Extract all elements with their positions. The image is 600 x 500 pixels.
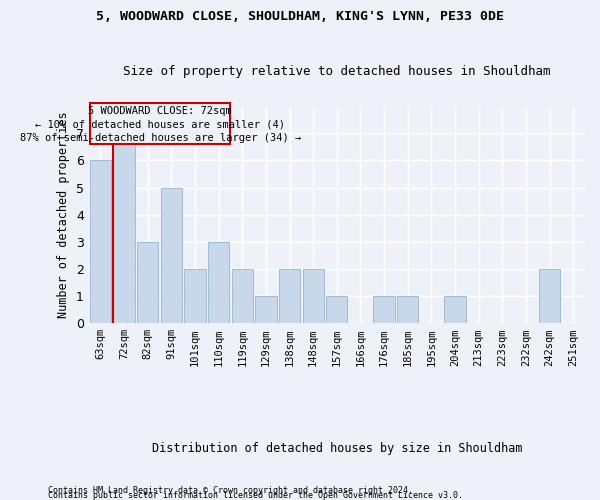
Y-axis label: Number of detached properties: Number of detached properties: [57, 112, 70, 318]
Bar: [373, 296, 395, 324]
Text: 5 WOODWARD CLOSE: 72sqm: 5 WOODWARD CLOSE: 72sqm: [88, 106, 232, 117]
Bar: [232, 269, 253, 324]
Bar: [279, 269, 300, 324]
X-axis label: Distribution of detached houses by size in Shouldham: Distribution of detached houses by size …: [152, 442, 522, 455]
Bar: [302, 269, 324, 324]
Bar: [90, 160, 111, 324]
Text: Contains public sector information licensed under the Open Government Licence v3: Contains public sector information licen…: [48, 491, 463, 500]
FancyBboxPatch shape: [90, 104, 230, 144]
Bar: [539, 269, 560, 324]
Bar: [255, 296, 277, 324]
Text: ← 10% of detached houses are smaller (4): ← 10% of detached houses are smaller (4): [35, 120, 285, 130]
Bar: [137, 242, 158, 324]
Bar: [208, 242, 229, 324]
Title: Size of property relative to detached houses in Shouldham: Size of property relative to detached ho…: [123, 66, 551, 78]
Text: 87% of semi-detached houses are larger (34) →: 87% of semi-detached houses are larger (…: [20, 132, 301, 142]
Bar: [397, 296, 418, 324]
Text: 5, WOODWARD CLOSE, SHOULDHAM, KING'S LYNN, PE33 0DE: 5, WOODWARD CLOSE, SHOULDHAM, KING'S LYN…: [96, 10, 504, 23]
Bar: [445, 296, 466, 324]
Text: Contains HM Land Registry data © Crown copyright and database right 2024.: Contains HM Land Registry data © Crown c…: [48, 486, 413, 495]
Bar: [326, 296, 347, 324]
Bar: [161, 188, 182, 324]
Bar: [184, 269, 206, 324]
Bar: [113, 133, 135, 324]
